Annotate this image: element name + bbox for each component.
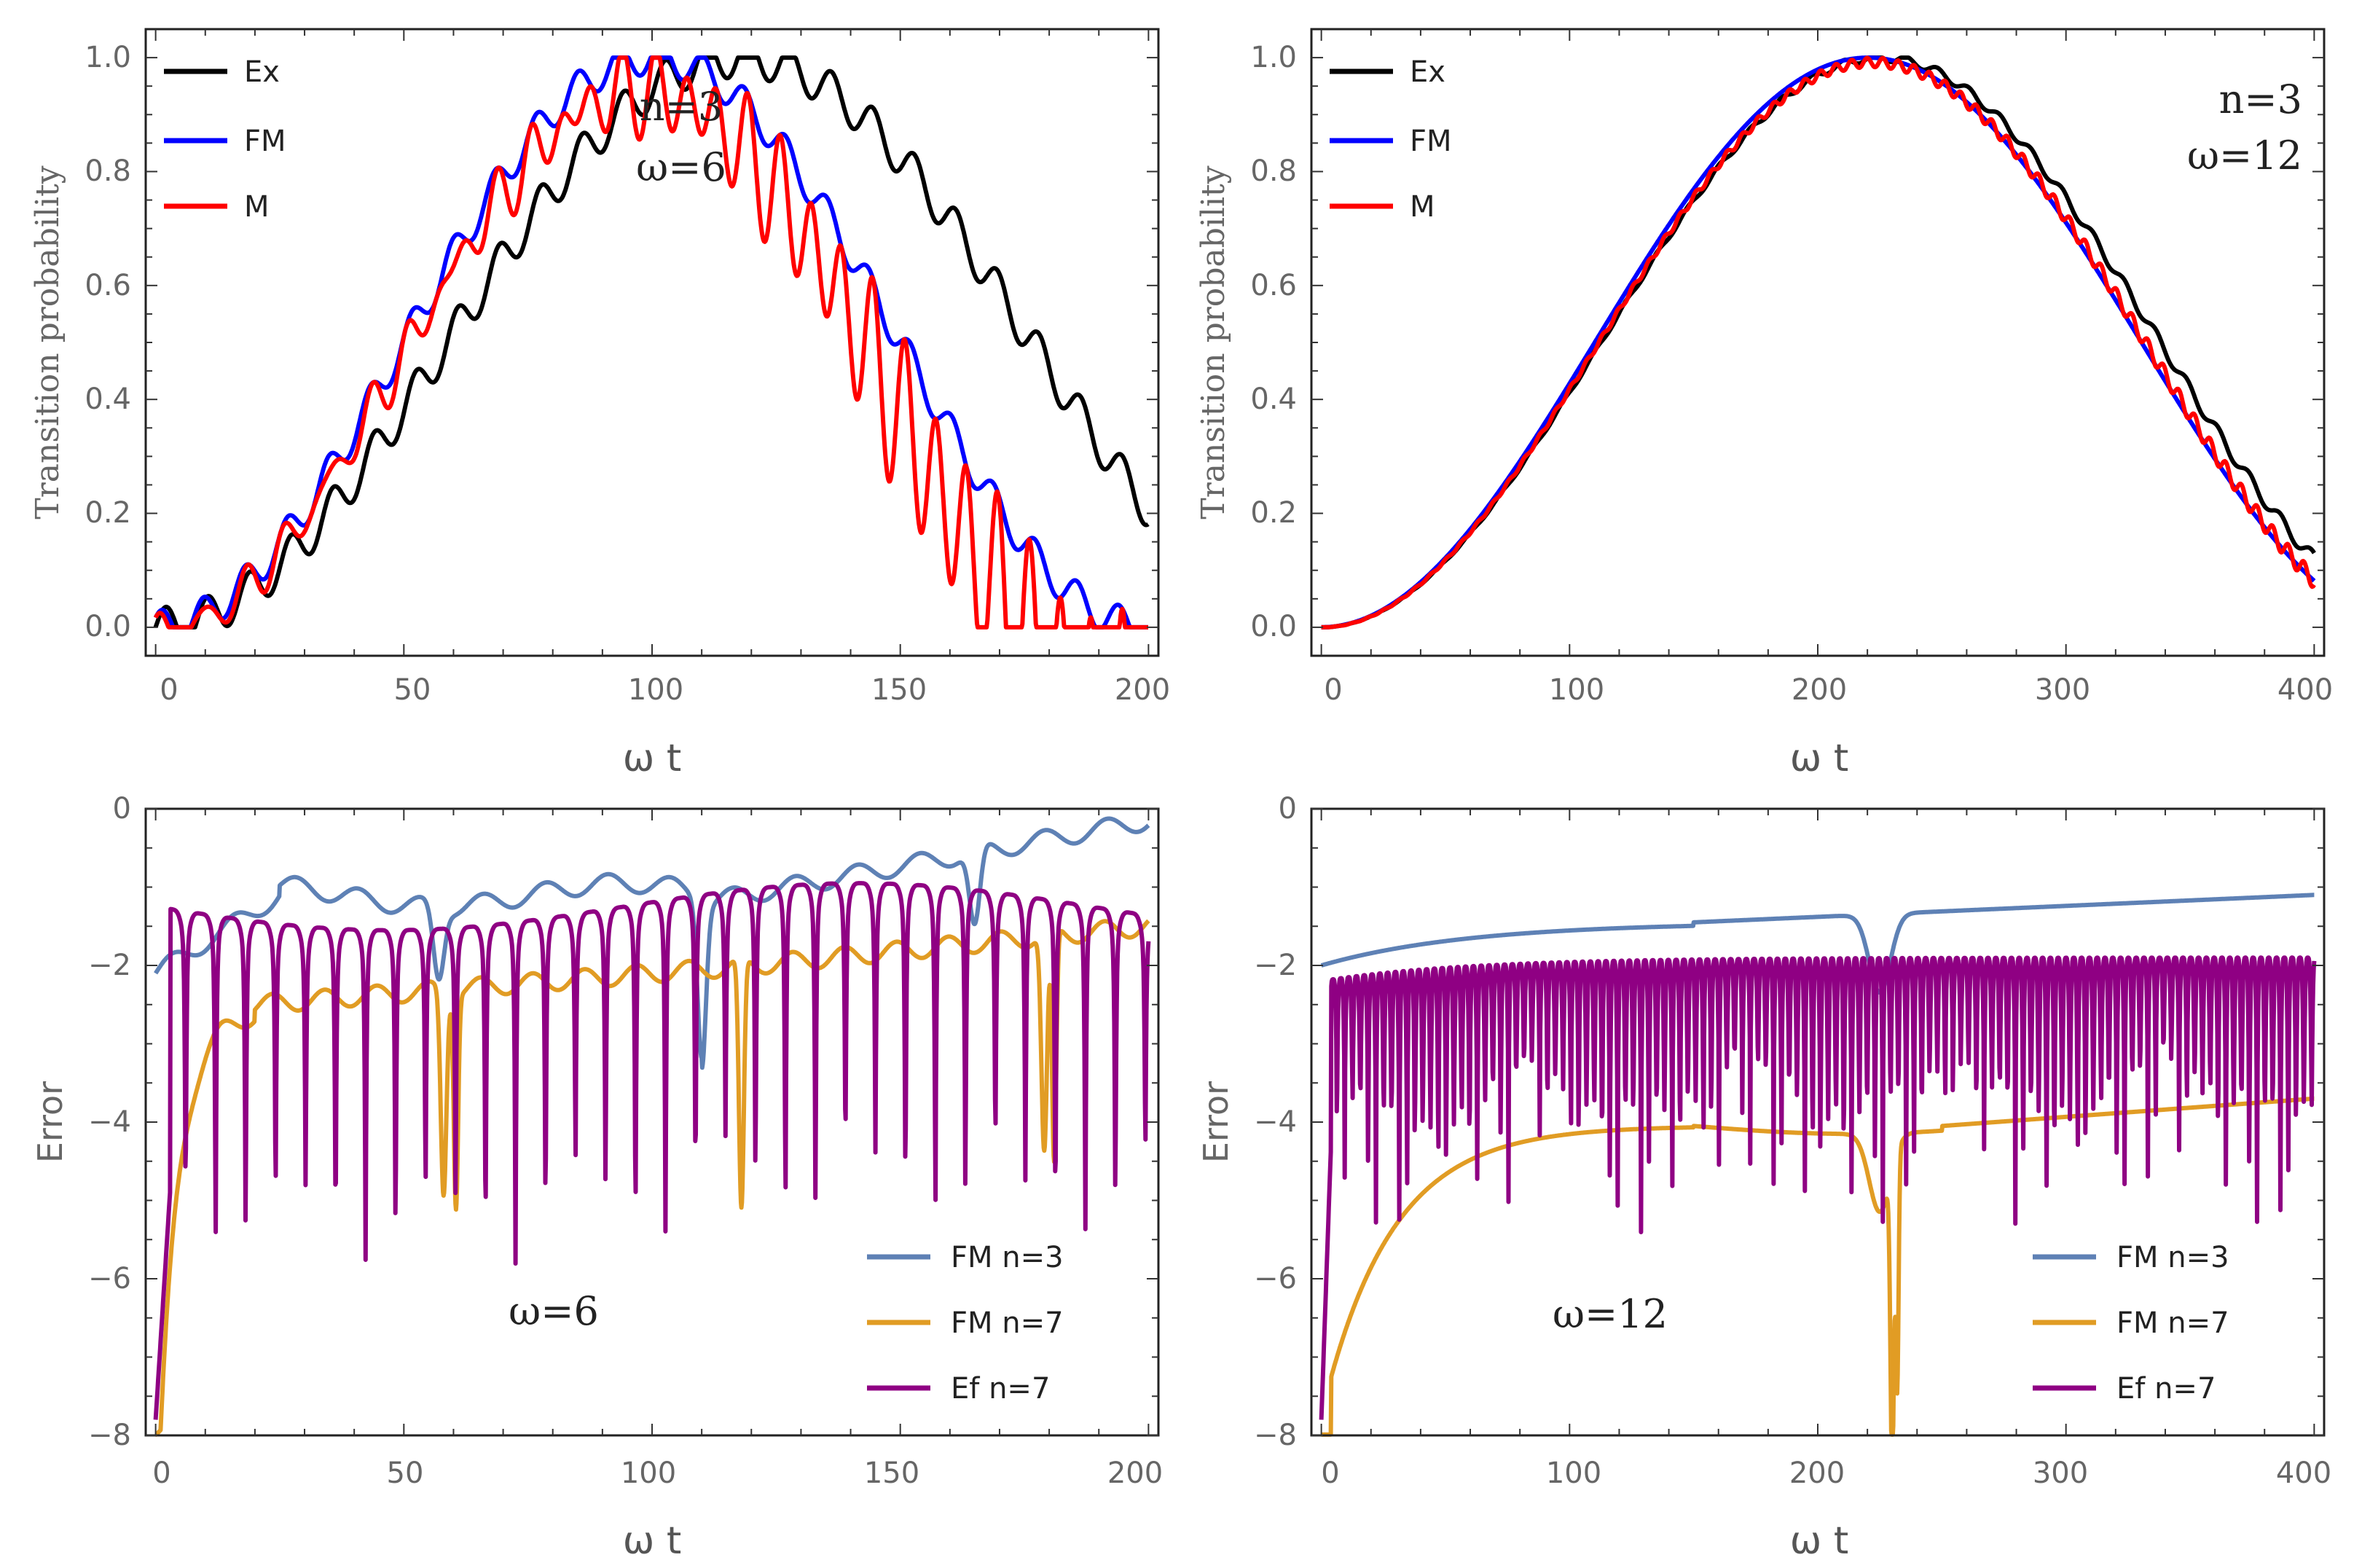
legend-label-fm-n3: FM n=3 [2116, 1241, 2229, 1274]
annotation-n: n=3 [640, 84, 723, 130]
y-axis-label: Error [1196, 1081, 1236, 1163]
series-line-fm [153, 55, 1150, 630]
legend-label-ef-n7: Ef n=7 [951, 1372, 1050, 1406]
ticks-bl [146, 808, 1158, 1436]
x-tick-label: 0 [1324, 673, 1342, 707]
x-axis-label: ω t [623, 737, 681, 780]
y-tick-label: 0.4 [85, 383, 131, 416]
x-tick-label: 200 [1789, 1457, 1845, 1490]
y-tick-label: 0.6 [85, 269, 131, 302]
y-tick-label: 0.0 [85, 610, 131, 643]
y-axis-label: Error [31, 1081, 70, 1163]
panel-top-right: 0 100 200 300 400 0.0 0.2 0.4 0.6 0.8 1.… [1195, 28, 2333, 780]
series-line-ex [1320, 55, 2316, 630]
x-axis-label: ω t [623, 1519, 681, 1563]
y-tick-label: 0 [1279, 792, 1297, 826]
series-line-m [1320, 55, 2316, 630]
x-axis-label: ω t [1790, 737, 1848, 780]
x-tick-label: 100 [1549, 673, 1604, 707]
legend-label-m: M [244, 190, 270, 224]
series-line-m [153, 55, 1150, 630]
annotation-omega: ω=6 [509, 1288, 599, 1334]
series-line-ef-n-7 [1319, 955, 2317, 1420]
y-axis-label: Transition probability [29, 165, 66, 519]
x-tick-label: 400 [2276, 1457, 2331, 1490]
x-tick-label: 200 [1107, 1457, 1163, 1490]
y-tick-label: −2 [1254, 949, 1297, 982]
y-tick-label: 0 [113, 792, 131, 826]
series-layer-br [1319, 893, 2317, 1437]
annotation-omega: ω=6 [636, 144, 726, 190]
y-tick-label: 0.8 [1250, 154, 1297, 188]
ticks-tr [1311, 29, 2324, 656]
y-axis-label: Transition probability [1195, 165, 1232, 519]
series-layer-tl [153, 55, 1150, 630]
series-line-fm-n-7 [154, 919, 1150, 1437]
x-tick-label: 100 [621, 1457, 676, 1490]
panel-bottom-left: 0 50 100 150 200 −8 −6 −4 −2 0 ω t Error… [31, 792, 1163, 1563]
series-line-ef-n-7 [153, 881, 1151, 1420]
x-tick-label: 150 [864, 1457, 919, 1490]
legend-label-fm: FM [244, 125, 286, 158]
x-tick-label: 50 [394, 673, 431, 707]
series-layer-bl [153, 816, 1151, 1437]
ticks-br [1311, 808, 2324, 1436]
x-tick-label: 200 [1792, 673, 1847, 707]
series-layer-tr [1320, 55, 2316, 630]
legend-label-ex: Ex [1410, 55, 1445, 89]
series-line-ex [153, 55, 1150, 630]
legend-label-fm-n3: FM n=3 [951, 1241, 1064, 1274]
x-tick-label: 0 [160, 673, 178, 707]
legend-label-m: M [1410, 190, 1435, 224]
annotation-n: n=3 [2219, 77, 2302, 122]
legend-label-fm-n7: FM n=7 [2116, 1306, 2229, 1340]
legend-label-ex: Ex [244, 55, 280, 89]
x-tick-label: 300 [2033, 1457, 2088, 1490]
x-tick-label: 0 [152, 1457, 170, 1490]
plot-frame-tr [1310, 28, 2326, 657]
y-tick-label: 1.0 [85, 41, 131, 74]
y-tick-label: 0.8 [85, 154, 131, 188]
legend-label-fm-n7: FM n=7 [951, 1306, 1064, 1340]
series-line-fm [1320, 55, 2316, 630]
panel-top-left: 0 50 100 150 200 0.0 0.2 0.4 0.6 0.8 1.0… [29, 28, 1170, 780]
x-tick-label: 150 [871, 673, 927, 707]
x-tick-label: 200 [1115, 673, 1170, 707]
x-tick-label: 0 [1321, 1457, 1339, 1490]
y-tick-label: 1.0 [1250, 41, 1297, 74]
y-tick-label: −8 [1254, 1419, 1297, 1452]
legend-label-ef-n7: Ef n=7 [2116, 1372, 2216, 1406]
x-tick-label: 100 [628, 673, 683, 707]
y-tick-label: 0.2 [1250, 496, 1297, 530]
ticks-tl [146, 29, 1158, 656]
annotation-omega: ω=12 [1553, 1291, 1668, 1337]
y-tick-label: −2 [88, 949, 131, 982]
y-tick-label: −8 [88, 1419, 131, 1452]
y-tick-label: 0.2 [85, 496, 131, 530]
y-tick-label: −6 [88, 1262, 131, 1295]
x-tick-label: 100 [1546, 1457, 1601, 1490]
panel-bottom-right: 0 100 200 300 400 −8 −6 −4 −2 0 ω t Erro… [1196, 792, 2331, 1563]
y-tick-label: −4 [88, 1105, 131, 1139]
x-tick-label: 300 [2035, 673, 2090, 707]
x-tick-label: 400 [2277, 673, 2333, 707]
y-tick-label: 0.0 [1250, 610, 1297, 643]
y-tick-label: −6 [1254, 1262, 1297, 1295]
series-line-fm-n-3 [154, 816, 1150, 1070]
x-axis-label: ω t [1790, 1519, 1848, 1563]
legend-label-fm: FM [1410, 125, 1452, 158]
series-line-fm-n-3 [1319, 893, 2316, 995]
y-tick-label: −4 [1254, 1105, 1297, 1139]
x-tick-label: 50 [387, 1457, 424, 1490]
y-tick-label: 0.4 [1250, 383, 1297, 416]
y-tick-label: 0.6 [1250, 269, 1297, 302]
annotation-omega: ω=12 [2187, 133, 2302, 179]
